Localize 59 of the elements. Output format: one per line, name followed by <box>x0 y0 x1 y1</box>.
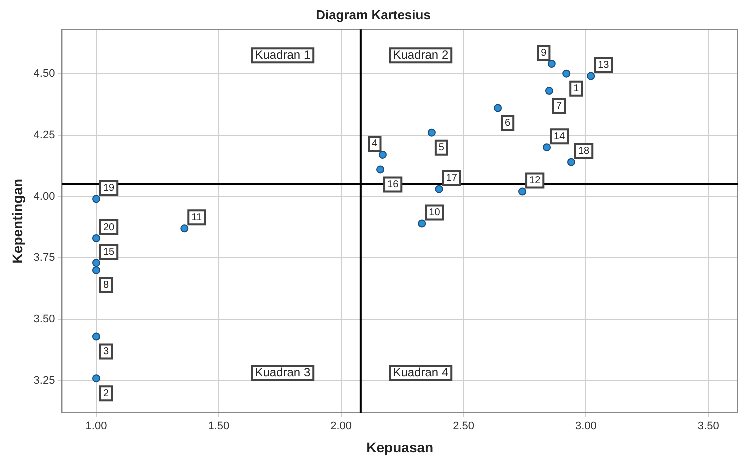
point <box>92 266 100 274</box>
point <box>92 234 100 243</box>
annotation: 13 <box>598 60 610 72</box>
annotation: 2 <box>103 388 110 400</box>
annotation: 5 <box>438 142 445 154</box>
point <box>180 224 189 233</box>
annotation: 6 <box>505 118 512 129</box>
x-tick-label: 2.00 <box>330 420 352 433</box>
point <box>518 188 527 196</box>
annotation: 15 <box>103 246 116 258</box>
point <box>92 332 100 341</box>
y-tick-label: 4.50 <box>34 68 56 80</box>
point <box>92 195 100 204</box>
point <box>376 166 385 174</box>
point <box>494 104 502 112</box>
point <box>378 150 387 159</box>
annotation: 3 <box>103 346 110 358</box>
x-tick-label: 2.50 <box>453 420 474 433</box>
point <box>543 144 552 152</box>
point <box>548 60 556 68</box>
annotation: 1 <box>574 84 580 95</box>
point <box>435 185 444 194</box>
point <box>568 158 576 166</box>
annotation: 10 <box>429 208 441 219</box>
x-tick-label: 1.50 <box>208 420 230 433</box>
x-axis-title: Kepuasan <box>366 439 434 456</box>
annotation: 8 <box>103 280 110 292</box>
annotation: 14 <box>554 131 566 142</box>
x-tick-label: 3.00 <box>575 420 597 433</box>
annotation: 9 <box>541 48 548 59</box>
point <box>428 128 436 137</box>
annotation: 16 <box>388 179 400 190</box>
point <box>92 374 100 383</box>
x-tick-label: 3.50 <box>698 420 720 433</box>
annotation: 18 <box>578 146 590 158</box>
annotation: 20 <box>103 222 116 234</box>
annotation: 12 <box>530 176 542 187</box>
annotation: Kuadran 2 <box>393 48 449 62</box>
point <box>545 87 554 96</box>
y-tick-label: 4.25 <box>34 129 56 142</box>
point <box>562 70 571 78</box>
annotation: 4 <box>372 138 378 150</box>
annotation: 19 <box>103 182 116 194</box>
point <box>418 220 426 228</box>
annotation: Kuadran 4 <box>393 365 449 380</box>
point <box>587 72 596 80</box>
annotation: 7 <box>556 100 562 112</box>
y-tick-label: 3.75 <box>34 252 56 264</box>
y-axis-title: Kepentingan <box>9 178 26 264</box>
y-tick-label: 3.25 <box>34 375 56 388</box>
y-tick-label: 4.00 <box>34 190 56 203</box>
point <box>92 259 100 268</box>
annotation: 17 <box>446 173 458 184</box>
annotation: 11 <box>192 212 202 224</box>
chart-title: Diagram Kartesius <box>316 7 431 22</box>
x-tick-label: 1.00 <box>86 420 108 433</box>
annotation: Kuadran 1 <box>255 48 311 62</box>
y-tick-label: 3.50 <box>34 314 56 326</box>
annotation: Kuadran 3 <box>255 365 311 380</box>
